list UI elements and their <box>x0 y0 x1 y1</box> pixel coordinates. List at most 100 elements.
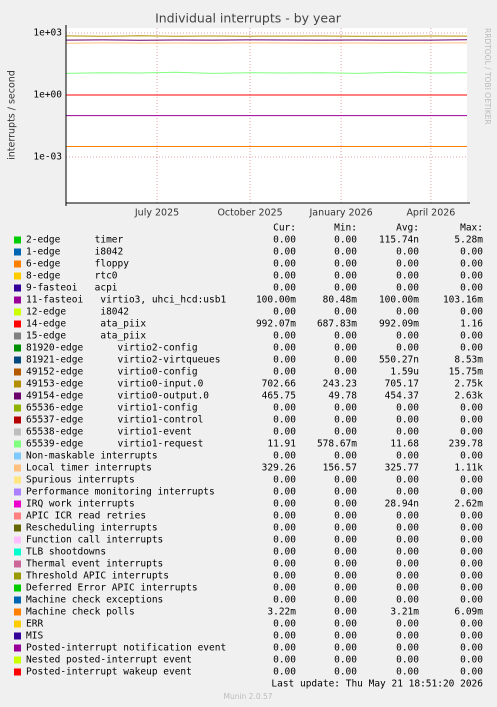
legend-label: 14-edge ata_piix <box>26 319 146 330</box>
legend-stat: 687.83m <box>317 319 357 330</box>
legend-stat: 0.00 <box>334 499 357 510</box>
legend-stat: 0.00 <box>396 451 419 462</box>
legend-stat: 0.00 <box>273 511 296 522</box>
legend-stat: 0.00 <box>273 235 296 246</box>
legend-stat: 100.00m <box>256 295 296 306</box>
legend-stat: 0.00 <box>396 595 419 606</box>
legend-stat: 0.00 <box>334 631 357 642</box>
legend-swatch <box>14 272 21 280</box>
legend-swatch <box>14 548 21 556</box>
legend-stat: 0.00 <box>396 535 419 546</box>
legend-stat: 0.00 <box>273 655 296 666</box>
legend-stat: 0.00 <box>396 247 419 258</box>
legend-label: Posted-interrupt notification event <box>26 643 226 654</box>
legend-stat: 0.00 <box>396 523 419 534</box>
legend-stat: 0.00 <box>460 571 483 582</box>
legend-stat: 578.67m <box>317 439 357 450</box>
legend-stat: 0.00 <box>460 631 483 642</box>
legend-stat: 0.00 <box>334 427 357 438</box>
legend-stat: 3.22m <box>267 607 296 618</box>
legend-label: Thermal event interrupts <box>26 559 163 570</box>
legend-swatch <box>14 656 21 664</box>
legend-label: TLB shootdowns <box>26 547 106 558</box>
legend: Cur: Min: Avg: Max:2-edge timer 0.00 0.00 115.… <box>14 223 483 678</box>
legend-swatch <box>14 308 21 316</box>
legend-label: Function call interrupts <box>26 535 163 546</box>
legend-stat: 0.00 <box>460 451 483 462</box>
legend-label: 15-edge ata_piix <box>26 331 146 342</box>
legend-stat: 0.00 <box>460 427 483 438</box>
legend-label: 1-edge i8042 <box>26 247 123 258</box>
legend-stat: 0.00 <box>396 307 419 318</box>
legend-stat: 0.00 <box>396 271 419 282</box>
legend-label: Rescheduling interrupts <box>26 523 158 534</box>
legend-stat: 0.00 <box>334 475 357 486</box>
legend-stat: 0.00 <box>273 631 296 642</box>
legend-stat: 0.00 <box>273 259 296 270</box>
legend-stat: 0.00 <box>334 451 357 462</box>
legend-stat: 0.00 <box>334 247 357 258</box>
legend-label: APIC ICR read retries <box>26 511 146 522</box>
legend-stat: 0.00 <box>460 343 483 354</box>
legend-stat: 0.00 <box>273 643 296 654</box>
legend-label: Non-maskable interrupts <box>26 451 158 462</box>
legend-label: Threshold APIC interrupts <box>26 571 169 582</box>
legend-stat: 115.74n <box>379 235 419 246</box>
legend-stat: 0.00 <box>273 283 296 294</box>
legend-stat: 0.00 <box>334 415 357 426</box>
legend-label: Performance monitoring interrupts <box>26 487 215 498</box>
legend-stat: 0.00 <box>396 631 419 642</box>
column-header: Min: <box>334 223 357 234</box>
legend-swatch <box>14 368 21 376</box>
legend-swatch <box>14 500 21 508</box>
legend-swatch <box>14 572 21 580</box>
legend-stat: 0.00 <box>334 595 357 606</box>
legend-stat: 0.00 <box>273 331 296 342</box>
legend-stat: 0.00 <box>334 403 357 414</box>
legend-stat: 0.00 <box>396 283 419 294</box>
legend-stat: 0.00 <box>460 547 483 558</box>
last-update: Last update: Thu May 21 18:51:20 2026 <box>271 679 483 690</box>
legend-stat: 0.00 <box>396 643 419 654</box>
legend-stat: 3.21m <box>390 607 419 618</box>
legend-stat: 0.00 <box>460 259 483 270</box>
legend-stat: 0.00 <box>273 475 296 486</box>
y-tick-label: 1e-03 <box>33 151 62 162</box>
legend-stat: 1.59u <box>390 367 419 378</box>
legend-label: 65537-edge virtio1-control <box>26 415 203 426</box>
legend-label: 8-edge rtc0 <box>26 271 118 282</box>
x-tick-label: July 2025 <box>134 208 179 219</box>
legend-stat: 0.00 <box>334 331 357 342</box>
legend-stat: 0.00 <box>273 355 296 366</box>
y-tick-label: 1e+03 <box>33 27 62 38</box>
legend-swatch <box>14 608 21 616</box>
legend-stat: 0.00 <box>334 655 357 666</box>
legend-swatch <box>14 596 21 604</box>
legend-label: 6-edge floppy <box>26 259 129 270</box>
legend-stat: 0.00 <box>460 487 483 498</box>
legend-stat: 0.00 <box>334 571 357 582</box>
legend-stat: 1.11k <box>454 463 483 474</box>
legend-stat: 0.00 <box>334 259 357 270</box>
legend-stat: 0.00 <box>396 259 419 270</box>
legend-stat: 329.26 <box>262 463 297 474</box>
legend-label: 11-fasteoi virtio3, uhci_hcd:usb1 <box>26 295 226 306</box>
legend-stat: 0.00 <box>334 235 357 246</box>
legend-stat: 0.00 <box>273 271 296 282</box>
legend-swatch <box>14 248 21 256</box>
legend-label: Local timer interrupts <box>26 463 152 474</box>
legend-stat: 465.75 <box>262 391 296 402</box>
legend-label: MIS <box>26 631 43 642</box>
legend-stat: 0.00 <box>460 331 483 342</box>
legend-stat: 80.48m <box>323 295 358 306</box>
legend-swatch <box>14 356 21 364</box>
legend-stat: 992.09m <box>379 319 419 330</box>
legend-swatch <box>14 320 21 328</box>
legend-stat: 0.00 <box>273 415 296 426</box>
legend-stat: 0.00 <box>334 667 357 678</box>
legend-stat: 100.00m <box>379 295 419 306</box>
legend-stat: 243.23 <box>323 379 357 390</box>
legend-swatch <box>14 296 21 304</box>
legend-stat: 0.00 <box>273 535 296 546</box>
legend-swatch <box>14 488 21 496</box>
